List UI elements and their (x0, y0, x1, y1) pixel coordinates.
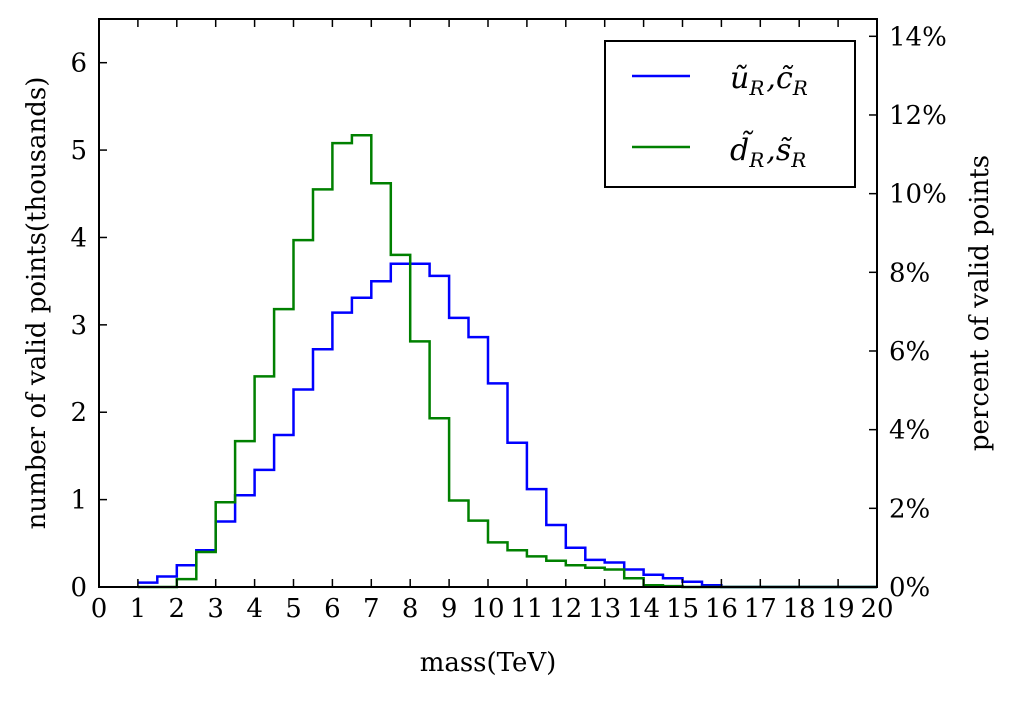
legend: ũR,c̃R d̃R,s̃R (604, 40, 856, 188)
x-tick-label: 4 (246, 594, 263, 624)
x-tick-label: 6 (324, 594, 341, 624)
y-tick-label: 4 (70, 223, 87, 253)
y-tick-label: 0 (70, 573, 87, 603)
y-right-tick-label: 14% (889, 22, 947, 52)
x-tick-label: 1 (130, 594, 147, 624)
x-tick-label: 12 (549, 594, 582, 624)
y-right-tick-label: 8% (889, 258, 930, 288)
y-tick-label: 2 (70, 398, 87, 428)
x-tick-label: 15 (666, 594, 699, 624)
y-tick-label: 3 (70, 311, 87, 341)
y-tick-label: 6 (70, 49, 87, 79)
y-tick-label: 5 (70, 136, 87, 166)
y-tick-label: 1 (70, 486, 87, 516)
x-tick-label: 17 (744, 594, 777, 624)
x-tick-label: 13 (588, 594, 621, 624)
x-tick-label: 14 (627, 594, 660, 624)
y-axis-title: number of valid points(thousands) (22, 77, 52, 530)
y-right-tick-label: 2% (889, 494, 930, 524)
y-right-tick-label: 10% (889, 180, 947, 210)
y-right-tick-label: 4% (889, 416, 930, 446)
y-axis-right-title: percent of valid points (965, 155, 995, 451)
legend-label-series-1: ũR,c̃R (730, 61, 808, 100)
x-tick-label: 11 (510, 594, 543, 624)
x-tick-label: 19 (822, 594, 855, 624)
x-tick-label: 3 (207, 594, 224, 624)
x-tick-label: 10 (471, 594, 504, 624)
y-right-tick-label: 12% (889, 101, 947, 131)
x-tick-label: 20 (860, 594, 893, 624)
x-tick-label: 16 (705, 594, 738, 624)
y-right-tick-label: 0% (889, 573, 930, 603)
x-axis-title: mass(TeV) (420, 648, 557, 678)
y-right-tick-label: 6% (889, 337, 930, 367)
x-tick-label: 8 (402, 594, 419, 624)
x-tick-label: 5 (285, 594, 302, 624)
x-tick-label: 9 (441, 594, 458, 624)
x-tick-label: 7 (363, 594, 380, 624)
x-tick-label: 2 (169, 594, 186, 624)
x-tick-label: 0 (91, 594, 108, 624)
histogram-series-1 (137, 262, 877, 589)
x-tick-label: 18 (783, 594, 816, 624)
histogram-series-2 (137, 133, 877, 589)
legend-box (604, 40, 856, 188)
